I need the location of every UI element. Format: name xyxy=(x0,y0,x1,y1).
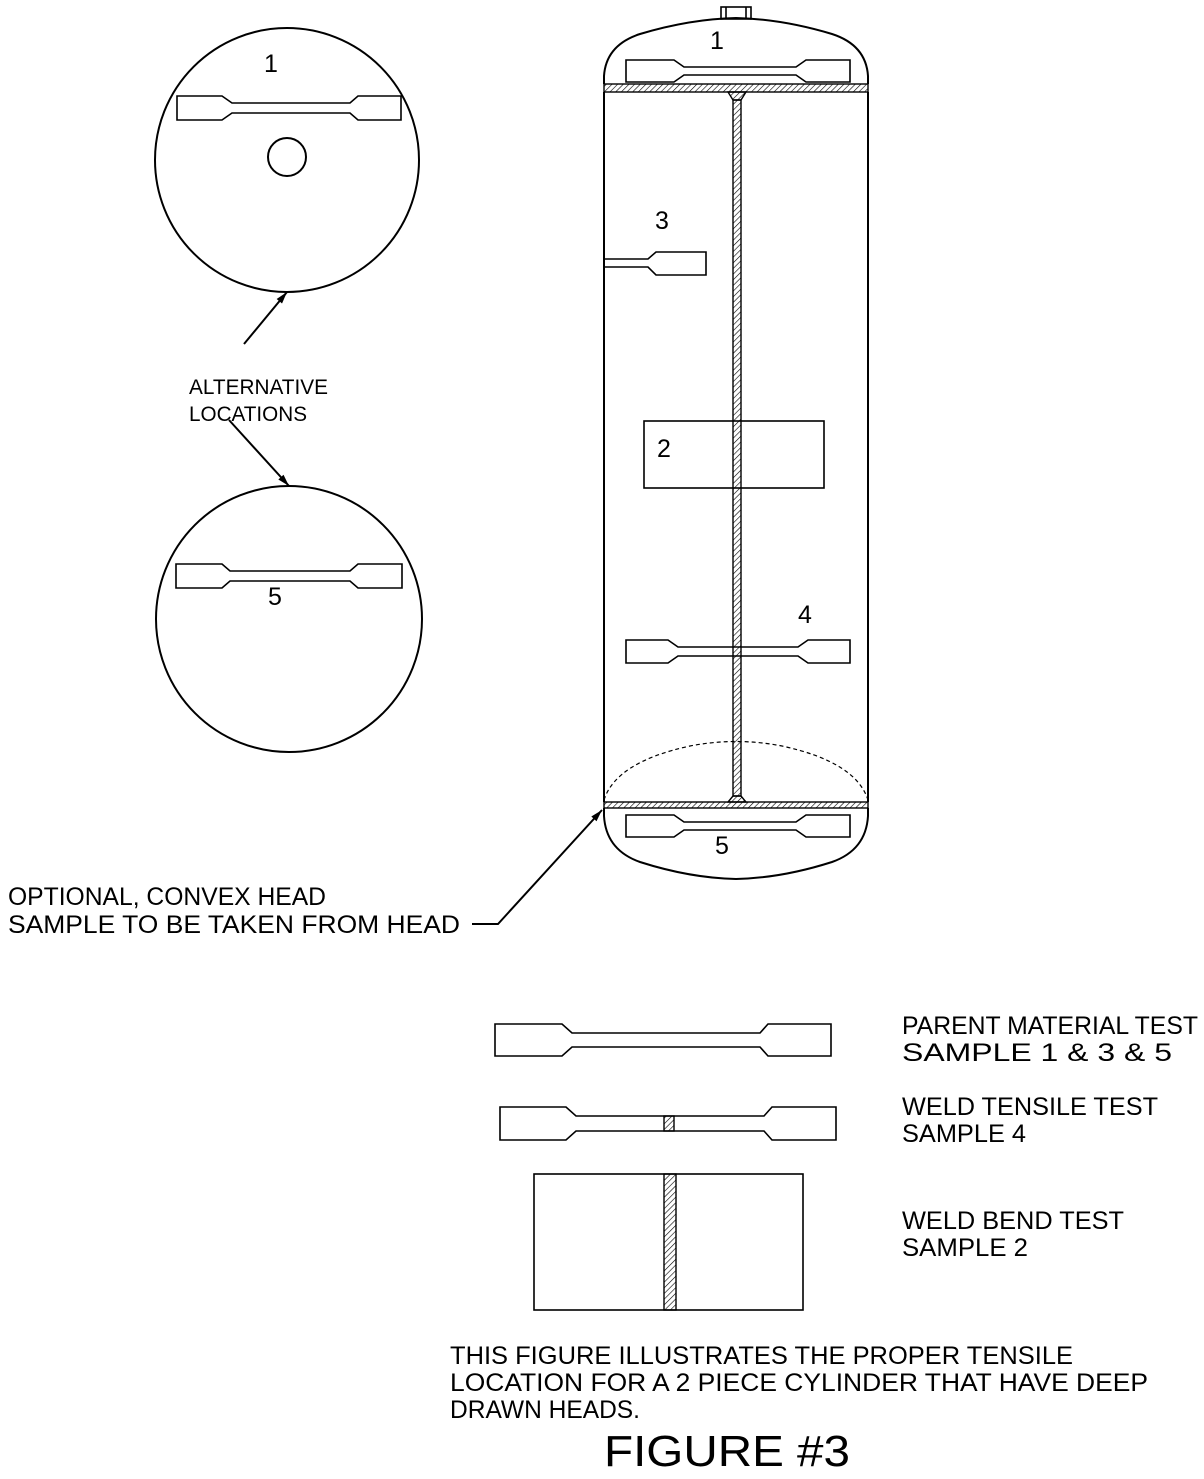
figure-title: FIGURE #3 xyxy=(604,1427,850,1476)
longitudinal-weld xyxy=(732,99,742,797)
pointer-arrow-to-top-head xyxy=(243,291,288,345)
bend-specimen-2 xyxy=(643,420,825,489)
legend: PARENT MATERIAL TEST SAMPLE 1 & 3 & 5 WE… xyxy=(494,1012,1198,1311)
sample-label-3: 3 xyxy=(655,207,669,235)
alternative-note-line1: ALTERNATIVE xyxy=(189,376,328,399)
legend-label-line2: SAMPLE 4 xyxy=(902,1120,1026,1148)
longitudinal-weld-flare-bottom xyxy=(726,795,748,803)
head-outline-circle xyxy=(155,485,423,753)
legend-item-parent-material: PARENT MATERIAL TEST SAMPLE 1 & 3 & 5 xyxy=(494,1012,1198,1067)
optional-note-line2: SAMPLE TO BE TAKEN FROM HEAD xyxy=(8,911,460,939)
legend-label-line2: SAMPLE 1 & 3 & 5 xyxy=(902,1039,1172,1067)
legend-label-line1: WELD TENSILE TEST xyxy=(902,1093,1158,1121)
valve-hole-circle xyxy=(267,137,307,177)
sample-label-2: 2 xyxy=(657,435,671,463)
bottom-head-outline xyxy=(603,808,869,881)
legend-item-weld-tensile: WELD TENSILE TEST SAMPLE 4 xyxy=(499,1093,1158,1148)
optional-convex-head-dashed xyxy=(603,740,869,801)
sample-label-4: 4 xyxy=(798,601,812,629)
longitudinal-weld-flare-top xyxy=(726,91,748,101)
cylinder-elevation: 1 3 2 4 5 xyxy=(603,6,869,881)
leader-arrow-to-convex-head xyxy=(472,809,603,925)
optional-head-note: OPTIONAL, CONVEX HEAD SAMPLE TO BE TAKEN… xyxy=(8,809,603,939)
caption: THIS FIGURE ILLUSTRATES THE PROPER TENSI… xyxy=(450,1342,1148,1424)
weld-tensile-specimen-icon xyxy=(499,1106,837,1141)
sample-label-1: 1 xyxy=(264,50,278,78)
bottom-circumferential-weld xyxy=(603,801,869,809)
tensile-specimen-4 xyxy=(625,639,851,664)
weld-zone-hatch xyxy=(663,1115,675,1132)
head-view-top: 1 xyxy=(154,27,420,293)
tensile-specimen-bottom-head xyxy=(625,814,851,838)
caption-line: DRAWN HEADS. xyxy=(450,1396,640,1424)
weld-zone-hatch xyxy=(663,1173,677,1311)
head-outline-circle xyxy=(154,27,420,293)
top-circumferential-weld xyxy=(603,83,869,93)
optional-note-line1: OPTIONAL, CONVEX HEAD xyxy=(8,883,326,911)
legend-label-line1: WELD BEND TEST xyxy=(902,1207,1124,1235)
legend-label-line2: SAMPLE 2 xyxy=(902,1234,1028,1262)
pointer-arrow-to-bottom-head xyxy=(228,419,290,487)
head-view-bottom: 5 xyxy=(155,485,423,753)
caption-line: LOCATION FOR A 2 PIECE CYLINDER THAT HAV… xyxy=(450,1369,1148,1397)
tensile-specimen-3 xyxy=(604,251,707,276)
sample-label-5: 5 xyxy=(268,583,282,611)
alternative-locations-note: ALTERNATIVE LOCATIONS xyxy=(189,291,328,487)
top-head-outline xyxy=(603,16,869,84)
sample-label-5: 5 xyxy=(715,832,729,860)
caption-line: THIS FIGURE ILLUSTRATES THE PROPER TENSI… xyxy=(450,1342,1073,1370)
legend-item-weld-bend: WELD BEND TEST SAMPLE 2 xyxy=(533,1173,1124,1311)
parent-material-specimen-icon xyxy=(494,1023,832,1057)
sample-label-1: 1 xyxy=(710,27,724,55)
tensile-specimen-top-head xyxy=(625,59,851,83)
legend-label-line1: PARENT MATERIAL TEST xyxy=(902,1012,1198,1040)
tensile-specimen-5 xyxy=(175,563,403,589)
tensile-specimen-1 xyxy=(176,95,402,121)
alternative-note-line2: LOCATIONS xyxy=(189,403,307,426)
